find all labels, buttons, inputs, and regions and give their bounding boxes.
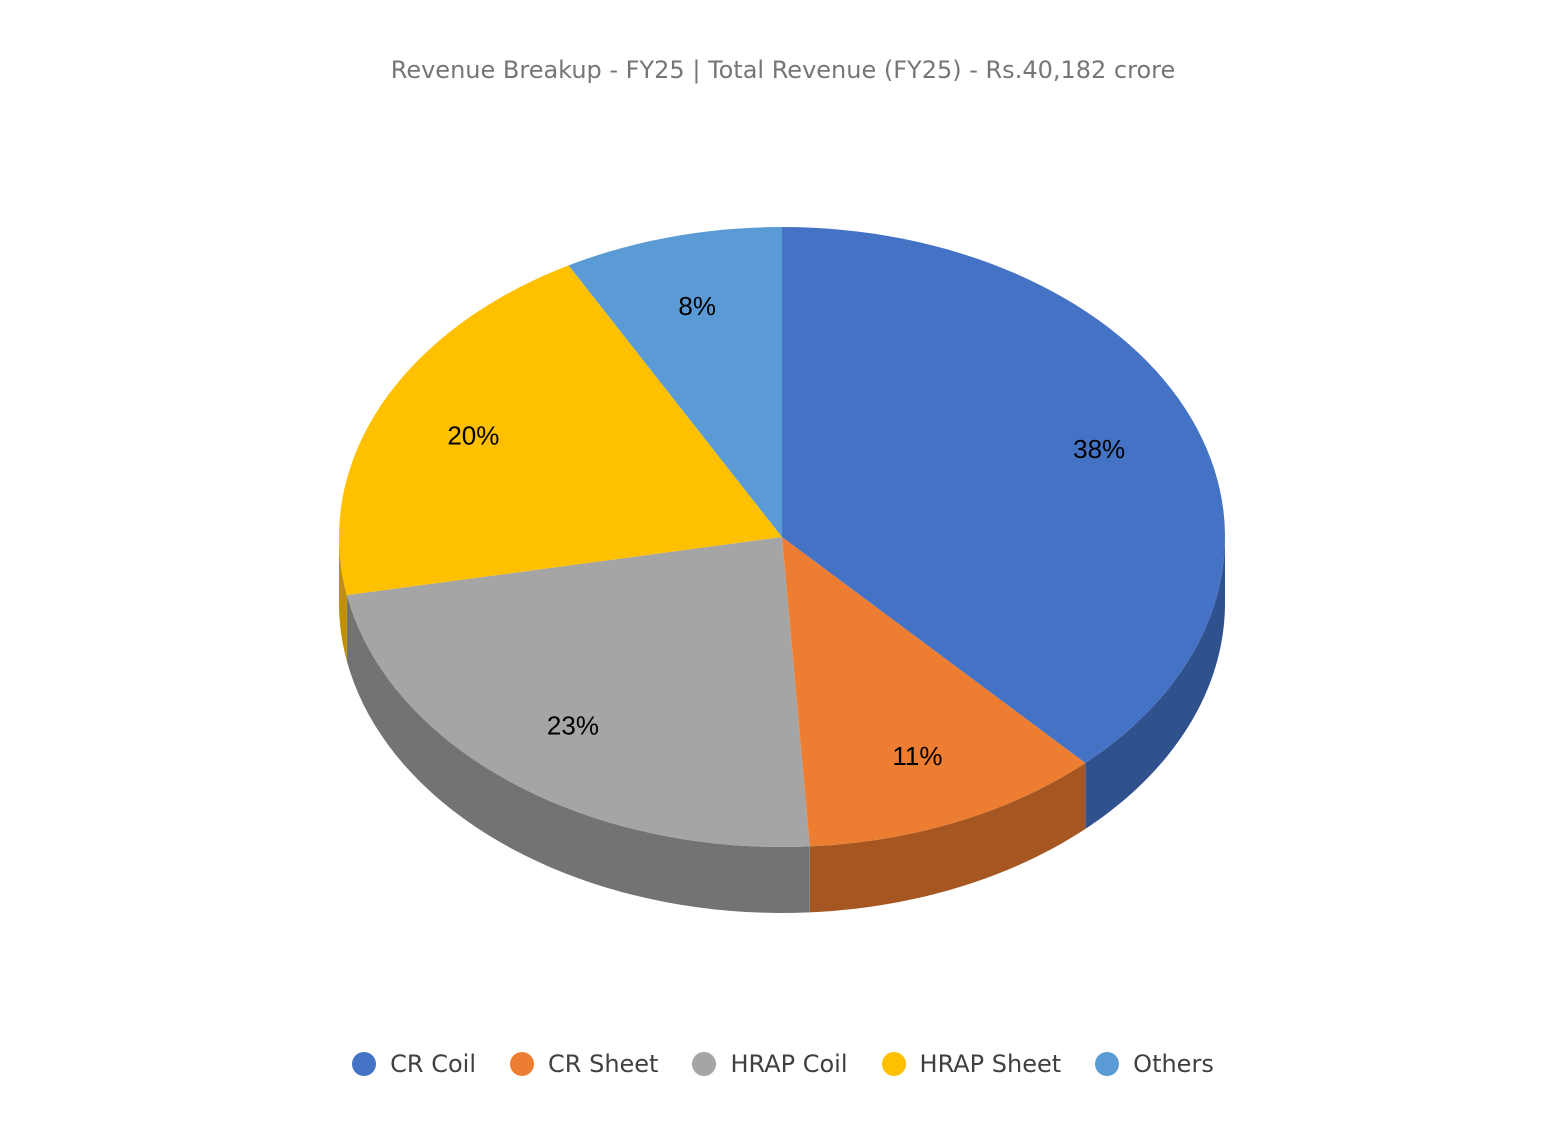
pie-slice-cr-sheet bbox=[782, 537, 1086, 847]
pie-slice-others bbox=[568, 227, 782, 537]
legend-item: HRAP Coil bbox=[692, 1050, 848, 1078]
pie-slice-cr-coil bbox=[782, 227, 1225, 763]
legend-item: CR Sheet bbox=[510, 1050, 658, 1078]
pie-side-hrap-coil bbox=[346, 595, 810, 913]
data-label: 38% bbox=[1073, 434, 1125, 464]
legend-marker-icon bbox=[881, 1052, 906, 1076]
pie-slice-hrap-coil bbox=[346, 537, 810, 847]
legend-label: CR Sheet bbox=[548, 1050, 659, 1078]
pie-side-hrap-sheet bbox=[339, 537, 347, 662]
legend-marker-icon bbox=[692, 1052, 717, 1076]
legend: CR Coil CR Sheet HRAP Coil HRAP Sheet Others bbox=[0, 1050, 1566, 1078]
legend-label: HRAP Coil bbox=[730, 1050, 848, 1078]
legend-label: CR Coil bbox=[390, 1050, 477, 1078]
legend-item: Others bbox=[1095, 1050, 1214, 1078]
legend-label: Others bbox=[1133, 1050, 1214, 1078]
legend-marker-icon bbox=[510, 1052, 535, 1076]
data-label: 8% bbox=[678, 291, 716, 321]
pie-side-cr-coil bbox=[1085, 537, 1225, 829]
chart-title: Revenue Breakup - FY25 | Total Revenue (… bbox=[390, 56, 1176, 84]
data-label: 11% bbox=[892, 741, 942, 771]
legend-marker-icon bbox=[1095, 1052, 1120, 1076]
pie-side-cr-sheet bbox=[809, 762, 1086, 913]
legend-marker-icon bbox=[352, 1052, 377, 1076]
data-label: 23% bbox=[547, 711, 599, 741]
legend-item: HRAP Sheet bbox=[881, 1050, 1062, 1078]
pie-slice-hrap-sheet bbox=[339, 265, 782, 596]
data-label: 20% bbox=[447, 420, 499, 450]
legend-item: CR Coil bbox=[352, 1050, 476, 1078]
legend-label: HRAP Sheet bbox=[919, 1050, 1062, 1078]
